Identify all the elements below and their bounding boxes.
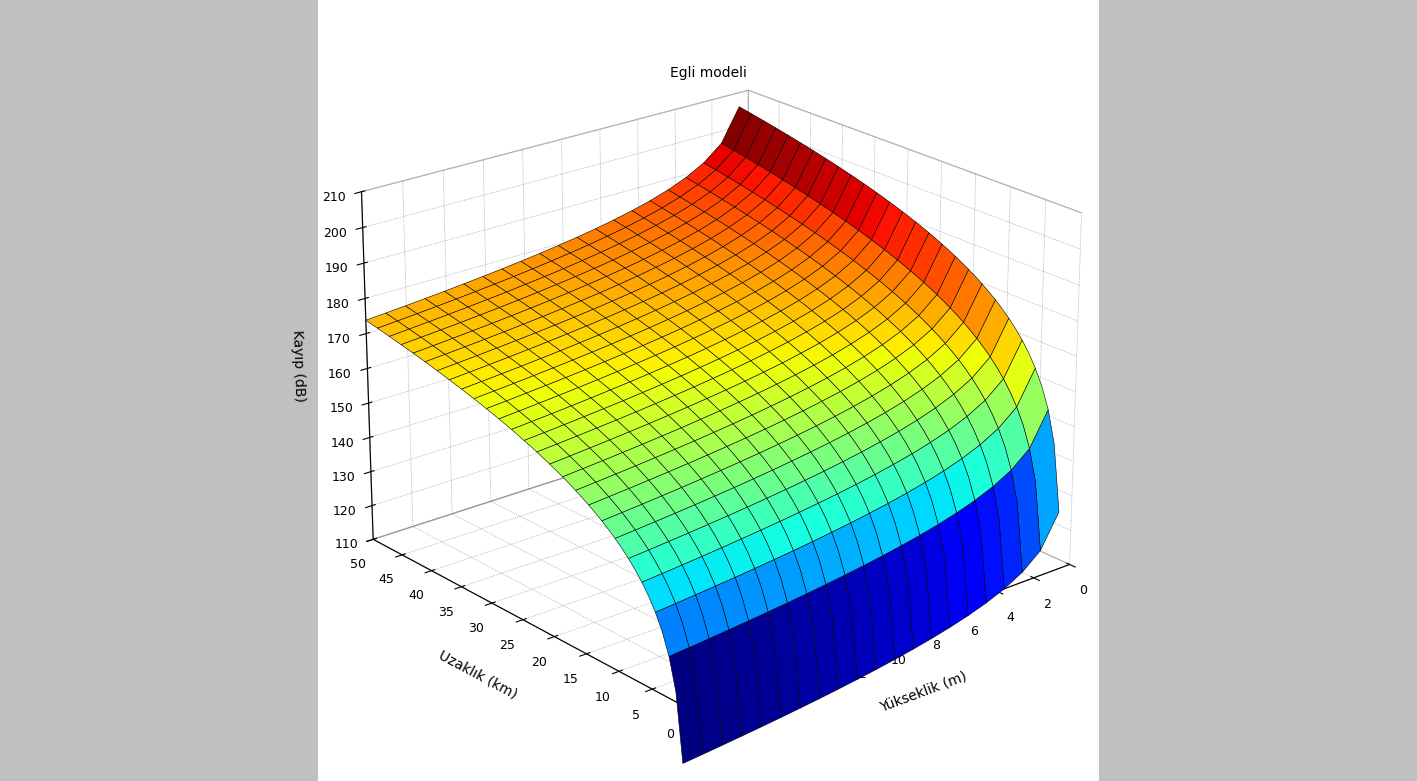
Y-axis label: Uzaklık (km): Uzaklık (km) [436, 648, 519, 702]
Title: Egli modeli: Egli modeli [670, 66, 747, 80]
X-axis label: Yükseklik (m): Yükseklik (m) [877, 669, 969, 715]
